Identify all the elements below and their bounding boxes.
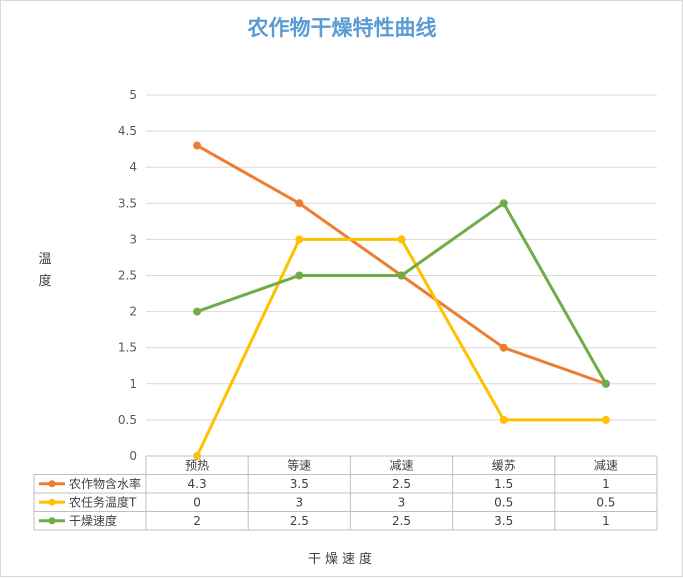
data-point [499, 199, 508, 208]
legend-series-name: 干燥速度 [69, 513, 117, 528]
y-tick-label: 1 [129, 377, 137, 391]
data-label: 1.5 [494, 477, 513, 491]
y-tick-label: 5 [129, 88, 137, 102]
x-tick-label: 减速 [594, 458, 618, 472]
y-tick-label: 3 [129, 232, 137, 246]
data-point [397, 271, 406, 280]
data-point [295, 271, 304, 280]
y-tick-label: 4.5 [118, 124, 137, 138]
y-axis-label-char: 温 [38, 252, 51, 267]
data-label: 2 [193, 514, 201, 528]
y-tick-label: 2.5 [118, 269, 137, 283]
data-point [193, 141, 202, 150]
data-label: 2.5 [290, 514, 309, 528]
data-point [193, 307, 202, 316]
y-axis-label-char: 度 [38, 273, 51, 289]
data-label: 3.5 [290, 477, 309, 491]
data-label: 2.5 [392, 477, 411, 491]
data-point [601, 415, 610, 424]
data-label: 0.5 [494, 495, 513, 509]
chart-title: 农作物干燥特性曲线 [247, 16, 437, 40]
legend-key-marker [48, 498, 56, 506]
data-point [601, 379, 610, 388]
y-tick-label: 3.5 [118, 196, 137, 210]
data-label: 0.5 [596, 495, 615, 509]
y-tick-label: 2 [129, 305, 137, 319]
y-axis-label: 温度 [38, 252, 51, 289]
data-label: 0 [193, 495, 201, 509]
series-lines [193, 141, 610, 460]
x-tick-label: 减速 [389, 458, 413, 472]
y-tick-label: 0 [129, 449, 137, 463]
y-tick-label: 1.5 [118, 341, 137, 355]
y-tick-label: 0.5 [118, 413, 137, 427]
x-tick-label: 等速 [287, 458, 311, 472]
data-point [295, 235, 304, 244]
data-label: 3.5 [494, 514, 513, 528]
data-label: 3 [398, 495, 406, 509]
x-tick-label: 预热 [185, 458, 209, 472]
data-point [295, 199, 304, 208]
legend-series-name: 农任务温度T [69, 494, 137, 509]
x-axis-label: 干燥速度 [308, 551, 376, 567]
y-tick-label: 4 [129, 160, 137, 174]
legend-series-name: 农作物含水率 [69, 476, 141, 491]
data-label: 1 [602, 514, 610, 528]
x-tick-label: 缓苏 [492, 458, 516, 472]
data-point [499, 415, 508, 424]
legend-key-marker [48, 517, 56, 525]
legend-key-marker [48, 480, 56, 488]
data-point [499, 343, 508, 352]
data-label: 3 [295, 495, 303, 509]
data-label: 2.5 [392, 514, 411, 528]
y-axis-ticks: 0 0.5 1 1.5 2 2.5 3 3.5 4 4.5 5 [118, 88, 137, 463]
data-label: 1 [602, 477, 610, 491]
data-label: 4.3 [188, 477, 207, 491]
series-line [195, 201, 608, 386]
data-point [397, 235, 406, 244]
